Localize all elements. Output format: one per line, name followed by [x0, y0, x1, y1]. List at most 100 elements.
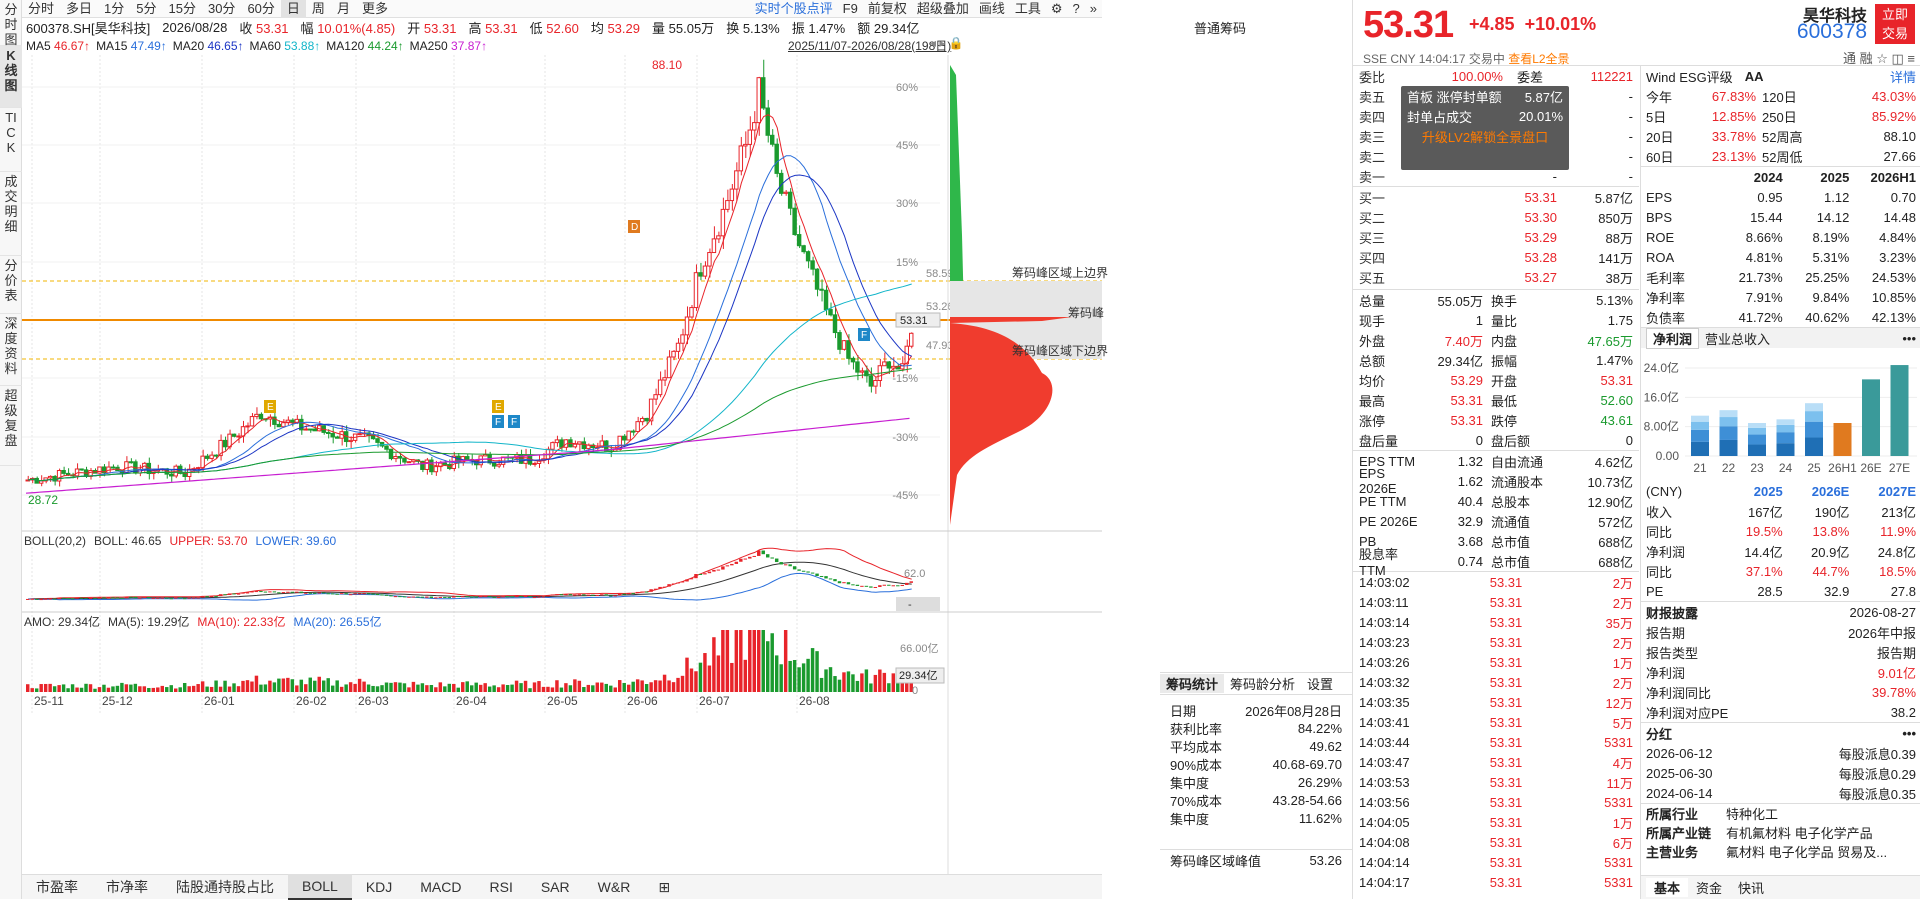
toolbar-0[interactable]: 实时个股点评	[754, 0, 833, 16]
period-3[interactable]: 5分	[136, 0, 157, 16]
toolbar-4[interactable]: 画线	[978, 0, 1005, 16]
bar-y-tick: 8.00亿	[1644, 419, 1679, 434]
indicator-tab-8[interactable]: W&R	[597, 879, 631, 895]
candle-body	[747, 129, 753, 145]
signal-badge[interactable]: F	[858, 328, 870, 341]
amo-bar	[313, 680, 317, 692]
boll-candle	[595, 595, 600, 597]
amo-bar	[573, 679, 577, 692]
boll-candle	[286, 591, 290, 593]
signal-badge[interactable]: E	[492, 400, 504, 413]
more-icon[interactable]: •••	[1902, 330, 1916, 346]
amo-bar	[779, 664, 783, 692]
boll-candle	[456, 596, 460, 598]
period-1[interactable]: 多日	[66, 0, 93, 16]
boll-candle	[357, 593, 362, 595]
period-5[interactable]: 30分	[207, 0, 236, 16]
rail-item-2[interactable]: TICK	[0, 108, 22, 172]
indicator-tab-4[interactable]: KDJ	[365, 879, 393, 895]
fin-tab-0[interactable]: 基本	[1646, 878, 1689, 897]
period-9[interactable]: 月	[336, 0, 350, 16]
amo-bar	[882, 672, 887, 692]
rail-item-0[interactable]: 分时图	[0, 0, 22, 47]
rail-item-4[interactable]: 分价表	[0, 256, 22, 314]
signal-badge[interactable]: F	[508, 415, 520, 428]
candle-body	[330, 432, 335, 438]
rail-item-6[interactable]: 超级复盘	[0, 386, 22, 466]
toolbar-2[interactable]: 前复权	[867, 0, 907, 16]
range-label[interactable]: 2025/11/07-2026/08/28(198日)	[788, 39, 952, 53]
candle-body	[909, 332, 914, 347]
boll-candle	[757, 550, 761, 556]
indicator-tab-2[interactable]: 陆股通持股占比	[176, 879, 274, 895]
rail-item-3[interactable]: 成交明细	[0, 172, 22, 256]
chart-canvas[interactable]: 25-11 25-12 26-01 26-02 26-03 26-04 26-05 26-06…	[22, 55, 1352, 874]
period-4[interactable]: 15分	[168, 0, 196, 16]
rail-item-1[interactable]: K线图	[0, 46, 22, 108]
amo-bar	[165, 687, 169, 692]
range-arrows-icon[interactable]: ◂ ▸ 🔒	[930, 36, 964, 50]
upgrade-l2-link[interactable]: 升级LV2解锁全景盘口	[1421, 129, 1549, 145]
amo-bar	[671, 682, 676, 692]
collapse-icon[interactable]: »	[1089, 0, 1097, 16]
amo-bar	[93, 688, 97, 692]
boll-candle	[371, 593, 375, 595]
chip-tab-2[interactable]: 设置	[1307, 677, 1334, 692]
period-8[interactable]: 周	[311, 0, 325, 16]
candle-body	[303, 428, 309, 431]
period-0[interactable]: 分时	[28, 0, 55, 16]
report-row: 净利润对应PE 38.2	[1646, 704, 1916, 721]
indicator-tab-0[interactable]: 市盈率	[36, 879, 78, 895]
add-indicator-icon[interactable]: ⊞	[658, 879, 671, 895]
amo-bar	[115, 685, 120, 692]
period-7[interactable]: 日	[280, 0, 306, 18]
boll-candle	[30, 598, 34, 600]
candle-body	[787, 191, 793, 209]
current-price-tag: 53.31	[900, 315, 928, 327]
amo-bar	[689, 668, 694, 692]
signal-badge[interactable]: E	[264, 400, 276, 413]
indicator-tab-3[interactable]: BOLL	[288, 874, 352, 900]
chip-tab-1[interactable]: 筹码龄分析	[1230, 677, 1296, 692]
period-2[interactable]: 1分	[104, 0, 125, 16]
amo-bar	[662, 674, 667, 692]
profit-tab-0[interactable]: 净利润	[1646, 327, 1700, 349]
trade-button[interactable]: 立即交易	[1875, 4, 1915, 44]
l2-link[interactable]: 查看L2全景	[1508, 52, 1570, 66]
bar-x-tick: 21	[1693, 461, 1707, 475]
indicator-tab-7[interactable]: SAR	[540, 879, 570, 895]
boll-candle	[851, 584, 855, 586]
indicator-tab-1[interactable]: 市净率	[106, 879, 148, 895]
x-tick: 25-12	[102, 694, 133, 708]
chip-stat-row: 平均成本 49.62	[1170, 738, 1342, 755]
candle-body	[402, 457, 407, 463]
more-icon[interactable]: •••	[1902, 725, 1916, 741]
amo-bar	[326, 678, 330, 692]
header-icons[interactable]: 通 融 ☆ ◫ ≡	[1843, 51, 1915, 66]
amo-bar	[824, 669, 828, 692]
signal-badge[interactable]: F	[492, 415, 504, 428]
toolbar-5[interactable]: 工具	[1014, 0, 1041, 16]
amo-bar	[339, 686, 344, 692]
indicator-tab-6[interactable]: RSI	[489, 879, 513, 895]
rail-item-5[interactable]: 深度资料	[0, 314, 22, 386]
amo-bar	[263, 684, 268, 692]
toolbar-1[interactable]: F9	[842, 0, 858, 16]
fin-tab-1[interactable]: 资金	[1696, 881, 1723, 896]
fin-tab-2[interactable]: 快讯	[1738, 881, 1765, 896]
signal-badge[interactable]: D	[628, 220, 640, 233]
help-icon[interactable]: ?	[1072, 0, 1080, 16]
indicator-tab-5[interactable]: MACD	[420, 879, 462, 895]
chip-tab-0[interactable]: 筹码统计	[1160, 674, 1225, 693]
detail-link[interactable]: 详情	[1889, 69, 1916, 85]
amo-bar	[281, 678, 286, 692]
bar-segment	[1691, 415, 1709, 422]
period-10[interactable]: 更多	[361, 0, 388, 16]
amo-bar	[111, 686, 115, 692]
amo-bar	[102, 684, 106, 692]
candle-body	[648, 398, 654, 422]
period-6[interactable]: 60分	[247, 0, 275, 16]
profit-tab-1[interactable]: 营业总收入	[1705, 331, 1771, 347]
toolbar-3[interactable]: 超级叠加	[916, 0, 969, 16]
gear-icon[interactable]: ⚙	[1050, 0, 1063, 16]
